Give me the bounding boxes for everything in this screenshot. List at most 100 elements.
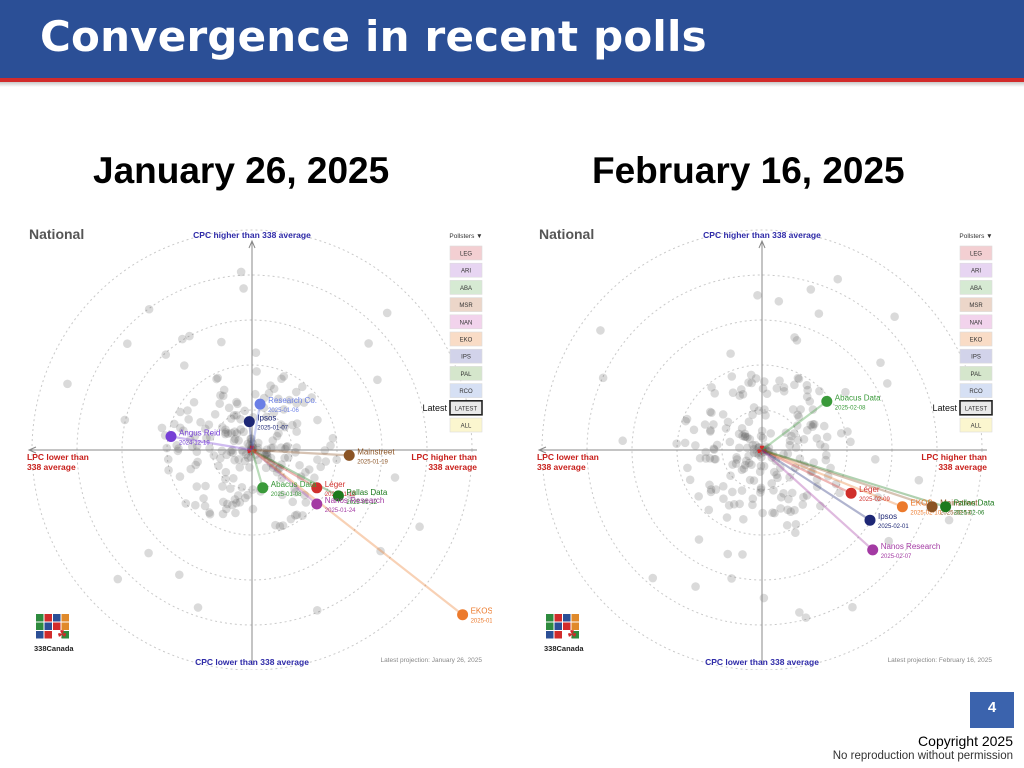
historical-poll-dot: [681, 416, 690, 426]
legend-label-ari: ARI: [971, 269, 981, 275]
historical-poll-dot: [247, 434, 256, 443]
historical-poll-dot: [710, 388, 720, 398]
historical-poll-dot: [234, 455, 243, 464]
historical-poll-dot: [759, 593, 769, 603]
historical-poll-dot: [214, 461, 223, 471]
poll-date-abacus-data: 2025-01-08: [271, 492, 302, 498]
historical-poll-dot: [719, 494, 728, 504]
historical-poll-dot: [186, 464, 196, 474]
poll-label-mainstreet: Mainstreet: [357, 447, 395, 456]
historical-poll-dot: [812, 433, 822, 443]
historical-poll-dot: [739, 514, 748, 524]
historical-poll-dot: [275, 463, 285, 473]
poll-chart-january: National CPC higher than 338 average CPC l…: [27, 226, 492, 670]
historical-poll-dot: [232, 498, 241, 508]
historical-poll-dot: [283, 441, 292, 451]
historical-poll-dot: [277, 460, 286, 469]
historical-poll-dot: [223, 499, 232, 509]
historical-poll-dot: [275, 522, 285, 531]
poll-label-pallas-data: Pallas Data: [346, 488, 387, 497]
historical-poll-dot: [735, 391, 745, 400]
historical-poll-dot: [734, 443, 744, 453]
historical-poll-dot: [193, 603, 203, 612]
historical-poll-dot: [737, 465, 747, 475]
axis-label-top: CPC higher than 338 average: [703, 230, 821, 240]
historical-poll-dot: [783, 505, 792, 515]
poll-chart-february: National CPC higher than 338 average CPC l…: [537, 226, 995, 670]
historical-poll-dot: [785, 440, 795, 450]
historical-poll-dot: [738, 431, 747, 441]
historical-poll-dot: [598, 373, 608, 383]
historical-poll-dot: [222, 504, 231, 514]
historical-poll-dot: [221, 474, 230, 484]
historical-poll-dot: [618, 436, 627, 446]
historical-poll-dot: [232, 429, 242, 438]
poll-connector-mainstreet: [761, 448, 933, 508]
historical-poll-dot: [691, 441, 700, 450]
historical-poll-dot: [795, 454, 805, 464]
legend-label-ips: IPS: [461, 355, 471, 361]
historical-poll-dot: [172, 441, 182, 450]
logo-tile: [546, 631, 554, 639]
historical-poll-dot: [787, 431, 796, 441]
historical-poll-dot: [189, 397, 199, 407]
historical-poll-dot: [710, 454, 719, 464]
logo-tile: [546, 622, 554, 630]
historical-poll-dot: [157, 423, 167, 433]
historical-poll-dot: [216, 391, 225, 400]
historical-poll-dot: [806, 285, 816, 294]
historical-poll-dot: [266, 381, 275, 390]
historical-poll-dot: [790, 505, 799, 515]
historical-poll-dot: [240, 456, 250, 466]
legend-button-latest: [449, 400, 483, 416]
historical-poll-dot: [226, 447, 235, 456]
historical-poll-dot: [815, 386, 824, 396]
historical-poll-dot: [295, 460, 304, 470]
historical-poll-dot: [774, 296, 784, 306]
historical-poll-dot: [726, 471, 735, 480]
historical-poll-dot: [709, 444, 719, 454]
axis-label-bottom: CPC lower than 338 average: [195, 657, 309, 667]
historical-poll-dot: [212, 374, 221, 384]
historical-poll-dot: [704, 505, 714, 515]
historical-poll-dot: [803, 385, 812, 395]
historical-poll-dot: [218, 509, 228, 519]
historical-poll-dot: [761, 442, 770, 451]
historical-poll-dot: [727, 372, 737, 381]
legend-label-pal: PAL: [971, 372, 983, 378]
historical-poll-dot: [740, 432, 750, 441]
historical-poll-dot: [276, 420, 286, 429]
historical-poll-dot: [685, 475, 695, 485]
poll-date-pallas-data: 2025-01-12: [346, 500, 377, 506]
historical-poll-dot: [794, 374, 804, 384]
historical-poll-dot: [738, 389, 748, 399]
axis-label-left: 338 average: [537, 462, 586, 472]
poll-connector-leger: [761, 449, 852, 495]
legend-label-rco: RCO: [969, 389, 983, 395]
historical-poll-dot: [234, 491, 243, 500]
historical-poll-dot: [229, 436, 239, 446]
historical-poll-dot: [812, 482, 822, 491]
historical-poll-dot: [326, 441, 335, 450]
legend-button-leg: [449, 245, 483, 261]
historical-poll-dot: [781, 428, 791, 438]
historical-poll-dot: [707, 383, 716, 392]
historical-poll-dot: [235, 498, 245, 507]
historical-poll-dot: [744, 451, 753, 461]
historical-poll-dot: [240, 493, 250, 503]
historical-poll-dot: [185, 435, 195, 444]
historical-poll-dot: [802, 380, 812, 390]
title-bar: Convergence in recent polls: [0, 0, 1024, 87]
historical-poll-dot: [718, 481, 728, 491]
historical-poll-dot: [806, 420, 815, 430]
historical-poll-dot: [802, 491, 812, 500]
historical-poll-dot: [243, 490, 252, 500]
historical-poll-dot: [248, 439, 257, 449]
poll-connector-pallas-data: [251, 449, 339, 497]
historical-poll-dot: [175, 407, 185, 417]
historical-poll-dot: [292, 419, 302, 428]
historical-poll-dot: [277, 490, 287, 500]
historical-poll-dot: [705, 453, 715, 463]
logo-tile: [571, 622, 579, 630]
historical-poll-dot: [725, 437, 735, 447]
